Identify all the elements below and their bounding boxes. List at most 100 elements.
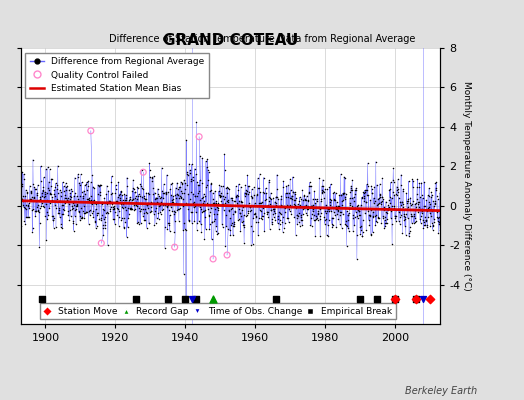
Point xyxy=(164,201,172,208)
Point xyxy=(106,208,114,214)
Point xyxy=(391,213,399,219)
Point xyxy=(285,219,293,226)
Point xyxy=(353,232,362,238)
Point xyxy=(52,186,61,192)
Point xyxy=(290,214,298,220)
Point xyxy=(211,216,219,222)
Point xyxy=(318,189,326,196)
Point xyxy=(80,188,88,194)
Point xyxy=(32,208,40,214)
Point xyxy=(409,178,417,184)
Point xyxy=(52,198,61,205)
Point xyxy=(394,186,402,193)
Point xyxy=(388,189,397,196)
Point xyxy=(205,212,213,218)
Point xyxy=(319,183,328,189)
Point xyxy=(167,197,176,203)
Point xyxy=(46,166,54,172)
Point xyxy=(395,194,403,201)
Point xyxy=(155,202,163,209)
Point xyxy=(376,192,385,198)
Point xyxy=(94,183,103,190)
Point xyxy=(201,226,210,232)
Point xyxy=(377,198,385,205)
Point xyxy=(399,188,407,194)
Point xyxy=(315,205,323,211)
Point xyxy=(216,193,225,199)
Point xyxy=(63,183,71,189)
Point xyxy=(367,183,376,189)
Point xyxy=(136,181,145,188)
Point xyxy=(56,187,64,194)
Point xyxy=(278,229,287,235)
Point xyxy=(389,165,397,172)
Point xyxy=(157,210,165,217)
Point xyxy=(377,198,386,204)
Point xyxy=(276,217,284,224)
Point xyxy=(223,252,231,258)
Point xyxy=(100,207,108,214)
Point xyxy=(418,208,427,214)
Point xyxy=(106,198,114,204)
Point xyxy=(419,203,428,209)
Point xyxy=(221,243,230,250)
Point xyxy=(243,212,251,218)
Point xyxy=(119,200,127,207)
Point xyxy=(422,208,431,214)
Point xyxy=(257,216,266,222)
Point xyxy=(314,208,323,214)
Point xyxy=(387,215,395,221)
Point xyxy=(149,200,157,206)
Point xyxy=(428,192,436,198)
Point xyxy=(318,183,326,189)
Point xyxy=(252,211,260,218)
Point xyxy=(341,221,350,227)
Point xyxy=(302,202,310,208)
Point xyxy=(25,205,34,211)
Point xyxy=(430,203,438,210)
Point xyxy=(153,199,161,205)
Point xyxy=(425,210,434,216)
Point xyxy=(208,218,216,225)
Point xyxy=(284,202,292,209)
Point xyxy=(238,207,246,214)
Point xyxy=(46,191,54,198)
Point xyxy=(383,206,391,212)
Point xyxy=(39,203,47,209)
Point xyxy=(139,186,147,192)
Point xyxy=(435,221,443,227)
Point xyxy=(352,213,361,219)
Point xyxy=(79,195,88,201)
Point xyxy=(155,216,163,222)
Point xyxy=(314,216,322,223)
Point xyxy=(321,186,329,192)
Point xyxy=(421,217,430,224)
Point xyxy=(135,205,143,212)
Point xyxy=(156,208,164,215)
Point xyxy=(338,202,346,209)
Point xyxy=(301,209,310,216)
Point xyxy=(358,233,367,239)
Point xyxy=(405,233,413,239)
Point xyxy=(378,212,387,219)
Point xyxy=(224,196,232,203)
Point xyxy=(214,188,223,194)
Point xyxy=(174,206,183,212)
Point xyxy=(86,212,94,218)
Point xyxy=(278,203,286,209)
Point xyxy=(287,195,295,201)
Point xyxy=(89,208,97,214)
Point xyxy=(302,197,311,203)
Point xyxy=(369,208,377,215)
Point xyxy=(390,203,398,210)
Point xyxy=(228,223,237,229)
Point xyxy=(95,216,104,223)
Point xyxy=(18,181,26,187)
Point xyxy=(395,218,403,224)
Point xyxy=(88,172,96,178)
Point xyxy=(221,166,229,173)
Point xyxy=(335,192,344,198)
Point xyxy=(68,188,76,194)
Point xyxy=(231,208,239,214)
Point xyxy=(385,196,394,203)
